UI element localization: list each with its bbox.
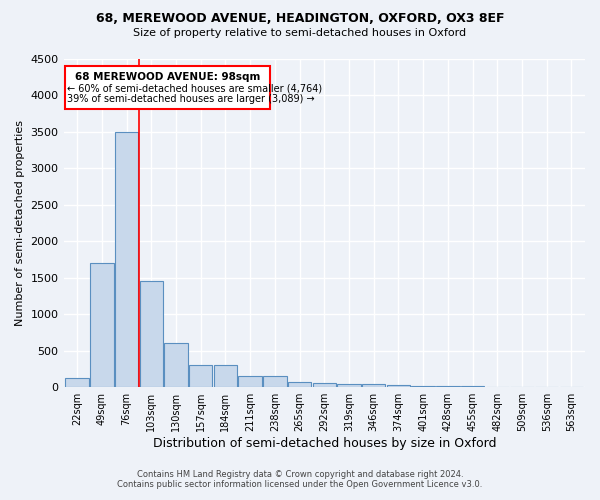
- FancyBboxPatch shape: [65, 66, 270, 108]
- Text: 39% of semi-detached houses are larger (3,089) →: 39% of semi-detached houses are larger (…: [67, 94, 315, 104]
- Text: 68, MEREWOOD AVENUE, HEADINGTON, OXFORD, OX3 8EF: 68, MEREWOOD AVENUE, HEADINGTON, OXFORD,…: [96, 12, 504, 26]
- Bar: [90, 263, 113, 387]
- Bar: [164, 344, 188, 387]
- Text: 68 MEREWOOD AVENUE: 98sqm: 68 MEREWOOD AVENUE: 98sqm: [74, 72, 260, 82]
- Bar: [461, 386, 484, 387]
- Bar: [485, 386, 509, 387]
- Bar: [362, 384, 385, 387]
- Bar: [140, 282, 163, 387]
- Bar: [65, 378, 89, 387]
- Bar: [238, 376, 262, 387]
- Bar: [412, 386, 435, 387]
- Bar: [386, 385, 410, 387]
- Bar: [214, 366, 237, 387]
- Bar: [115, 132, 139, 387]
- Bar: [436, 386, 460, 387]
- Bar: [313, 383, 336, 387]
- Text: Contains HM Land Registry data © Crown copyright and database right 2024.
Contai: Contains HM Land Registry data © Crown c…: [118, 470, 482, 489]
- Y-axis label: Number of semi-detached properties: Number of semi-detached properties: [15, 120, 25, 326]
- Bar: [337, 384, 361, 387]
- X-axis label: Distribution of semi-detached houses by size in Oxford: Distribution of semi-detached houses by …: [152, 437, 496, 450]
- Bar: [263, 376, 287, 387]
- Text: Size of property relative to semi-detached houses in Oxford: Size of property relative to semi-detach…: [133, 28, 467, 38]
- Bar: [189, 366, 212, 387]
- Text: ← 60% of semi-detached houses are smaller (4,764): ← 60% of semi-detached houses are smalle…: [67, 83, 322, 93]
- Bar: [288, 382, 311, 387]
